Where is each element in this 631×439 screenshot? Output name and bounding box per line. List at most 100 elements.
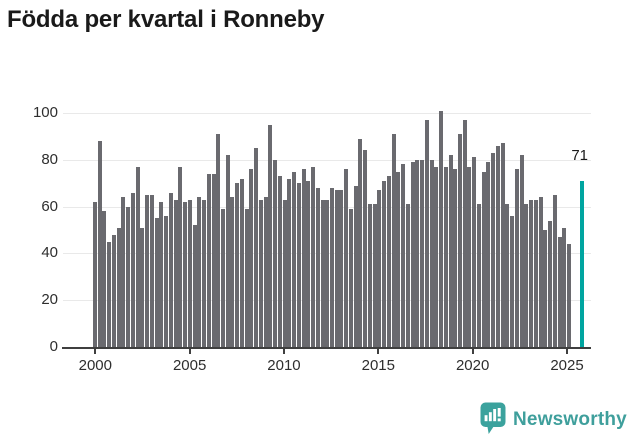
bar-quarter-55 <box>353 185 358 347</box>
bar-quarter-25 <box>211 173 216 347</box>
bar-quarter-73 <box>439 110 444 347</box>
bar-quarter-3 <box>107 241 112 347</box>
bar-quarter-11 <box>145 194 150 347</box>
bar-quarter-28 <box>225 155 230 347</box>
x-tick-2005 <box>188 349 191 354</box>
x-tick-label-2005: 2005 <box>172 357 207 374</box>
bar-quarter-53 <box>344 169 349 347</box>
plot-area <box>63 110 591 347</box>
bar-quarter-32 <box>244 208 249 347</box>
bar-quarter-97 <box>552 194 557 347</box>
bar-quarter-52 <box>339 190 344 347</box>
bar-quarter-34 <box>254 148 259 347</box>
x-tick-2015 <box>377 349 380 354</box>
x-tick-2000 <box>94 349 97 354</box>
bar-quarter-62 <box>386 176 391 347</box>
bar-quarter-87 <box>505 204 510 347</box>
bar-quarter-66 <box>405 204 410 347</box>
x-tick-2025 <box>566 349 568 354</box>
bar-quarter-90 <box>519 155 524 347</box>
bar-quarter-41 <box>287 178 292 347</box>
bar-quarter-82 <box>481 171 486 347</box>
bar-quarter-58 <box>367 204 372 347</box>
bar-quarter-46 <box>311 166 316 347</box>
y-tick-label-40: 40 <box>41 244 58 262</box>
bar-quarter-14 <box>159 201 164 347</box>
bar-quarter-24 <box>206 173 211 347</box>
bar-quarter-93 <box>533 199 538 347</box>
bar-quarter-47 <box>315 187 320 347</box>
y-tick-label-60: 60 <box>41 197 58 215</box>
gridline-y-100 <box>63 113 591 114</box>
bar-quarter-70 <box>424 120 429 347</box>
bar-quarter-18 <box>178 166 183 347</box>
bar-quarter-100 <box>567 244 571 347</box>
x-axis-line <box>62 347 591 349</box>
bar-quarter-20 <box>187 199 192 347</box>
bar-quarter-23 <box>202 199 207 347</box>
bar-quarter-30 <box>235 183 240 347</box>
bar-quarter-71 <box>429 159 434 347</box>
bar-quarter-61 <box>382 180 387 347</box>
bar-quarter-57 <box>363 150 368 347</box>
bar-quarter-37 <box>268 124 273 347</box>
bar-quarter-91 <box>524 204 529 347</box>
y-tick-label-20: 20 <box>41 291 58 309</box>
x-tick-label-2015: 2015 <box>361 357 395 374</box>
bar-quarter-36 <box>263 197 268 347</box>
bar-quarter-19 <box>183 201 188 347</box>
bar-quarter-43 <box>296 183 301 347</box>
bar-quarter-13 <box>154 218 159 347</box>
bar-quarter-7 <box>126 206 131 347</box>
bar-quarter-95 <box>543 230 548 347</box>
bar-quarter-39 <box>277 176 282 347</box>
bar-quarter-64 <box>396 171 401 347</box>
bar-highlight-latest <box>579 180 584 347</box>
bar-quarter-31 <box>239 178 244 347</box>
brand-footer[interactable]: Newsworthy <box>480 402 627 435</box>
bar-quarter-10 <box>140 227 145 347</box>
bar-quarter-49 <box>325 199 330 347</box>
x-tick-label-2025: 2025 <box>550 357 584 374</box>
bar-quarter-85 <box>495 145 500 347</box>
bar-quarter-92 <box>529 199 534 347</box>
bar-quarter-0 <box>93 201 97 347</box>
bar-quarter-98 <box>557 237 562 347</box>
brand-name: Newsworthy <box>513 408 627 430</box>
bar-quarter-6 <box>121 197 126 347</box>
bar-quarter-76 <box>453 169 458 347</box>
bar-quarter-26 <box>216 134 221 347</box>
bar-quarter-69 <box>420 159 425 347</box>
bar-quarter-67 <box>410 162 415 347</box>
bar-quarter-1 <box>97 141 102 347</box>
bar-quarter-38 <box>273 159 278 347</box>
bar-quarter-65 <box>401 164 406 347</box>
bar-quarter-54 <box>348 208 353 347</box>
bar-quarter-50 <box>330 187 334 347</box>
y-tick-label-0: 0 <box>49 338 58 355</box>
x-tick-2010 <box>282 349 285 354</box>
bar-quarter-79 <box>467 166 472 347</box>
x-tick-2020 <box>471 349 474 354</box>
bar-quarter-33 <box>249 169 254 347</box>
x-tick-label-2000: 2000 <box>78 357 112 374</box>
bar-quarter-72 <box>434 166 439 347</box>
bar-quarter-96 <box>548 220 553 347</box>
bar-quarter-74 <box>443 166 448 347</box>
gridline-y-80 <box>63 159 591 161</box>
bar-quarter-15 <box>164 215 169 347</box>
x-tick-label-2010: 2010 <box>267 357 301 374</box>
bar-quarter-86 <box>500 143 505 347</box>
bar-quarter-2 <box>102 211 107 347</box>
bar-quarter-48 <box>320 199 325 347</box>
bar-quarter-5 <box>116 227 121 347</box>
bar-quarter-45 <box>306 180 311 347</box>
chart-title: Födda per kvartal i Ronneby <box>7 6 325 33</box>
bar-quarter-68 <box>415 159 420 347</box>
bar-quarter-63 <box>391 134 396 347</box>
bar-quarter-80 <box>472 157 477 347</box>
bar-quarter-75 <box>448 155 453 347</box>
bar-quarter-44 <box>301 169 306 347</box>
newsworthy-logo-icon <box>480 402 506 434</box>
bar-quarter-81 <box>476 204 481 347</box>
